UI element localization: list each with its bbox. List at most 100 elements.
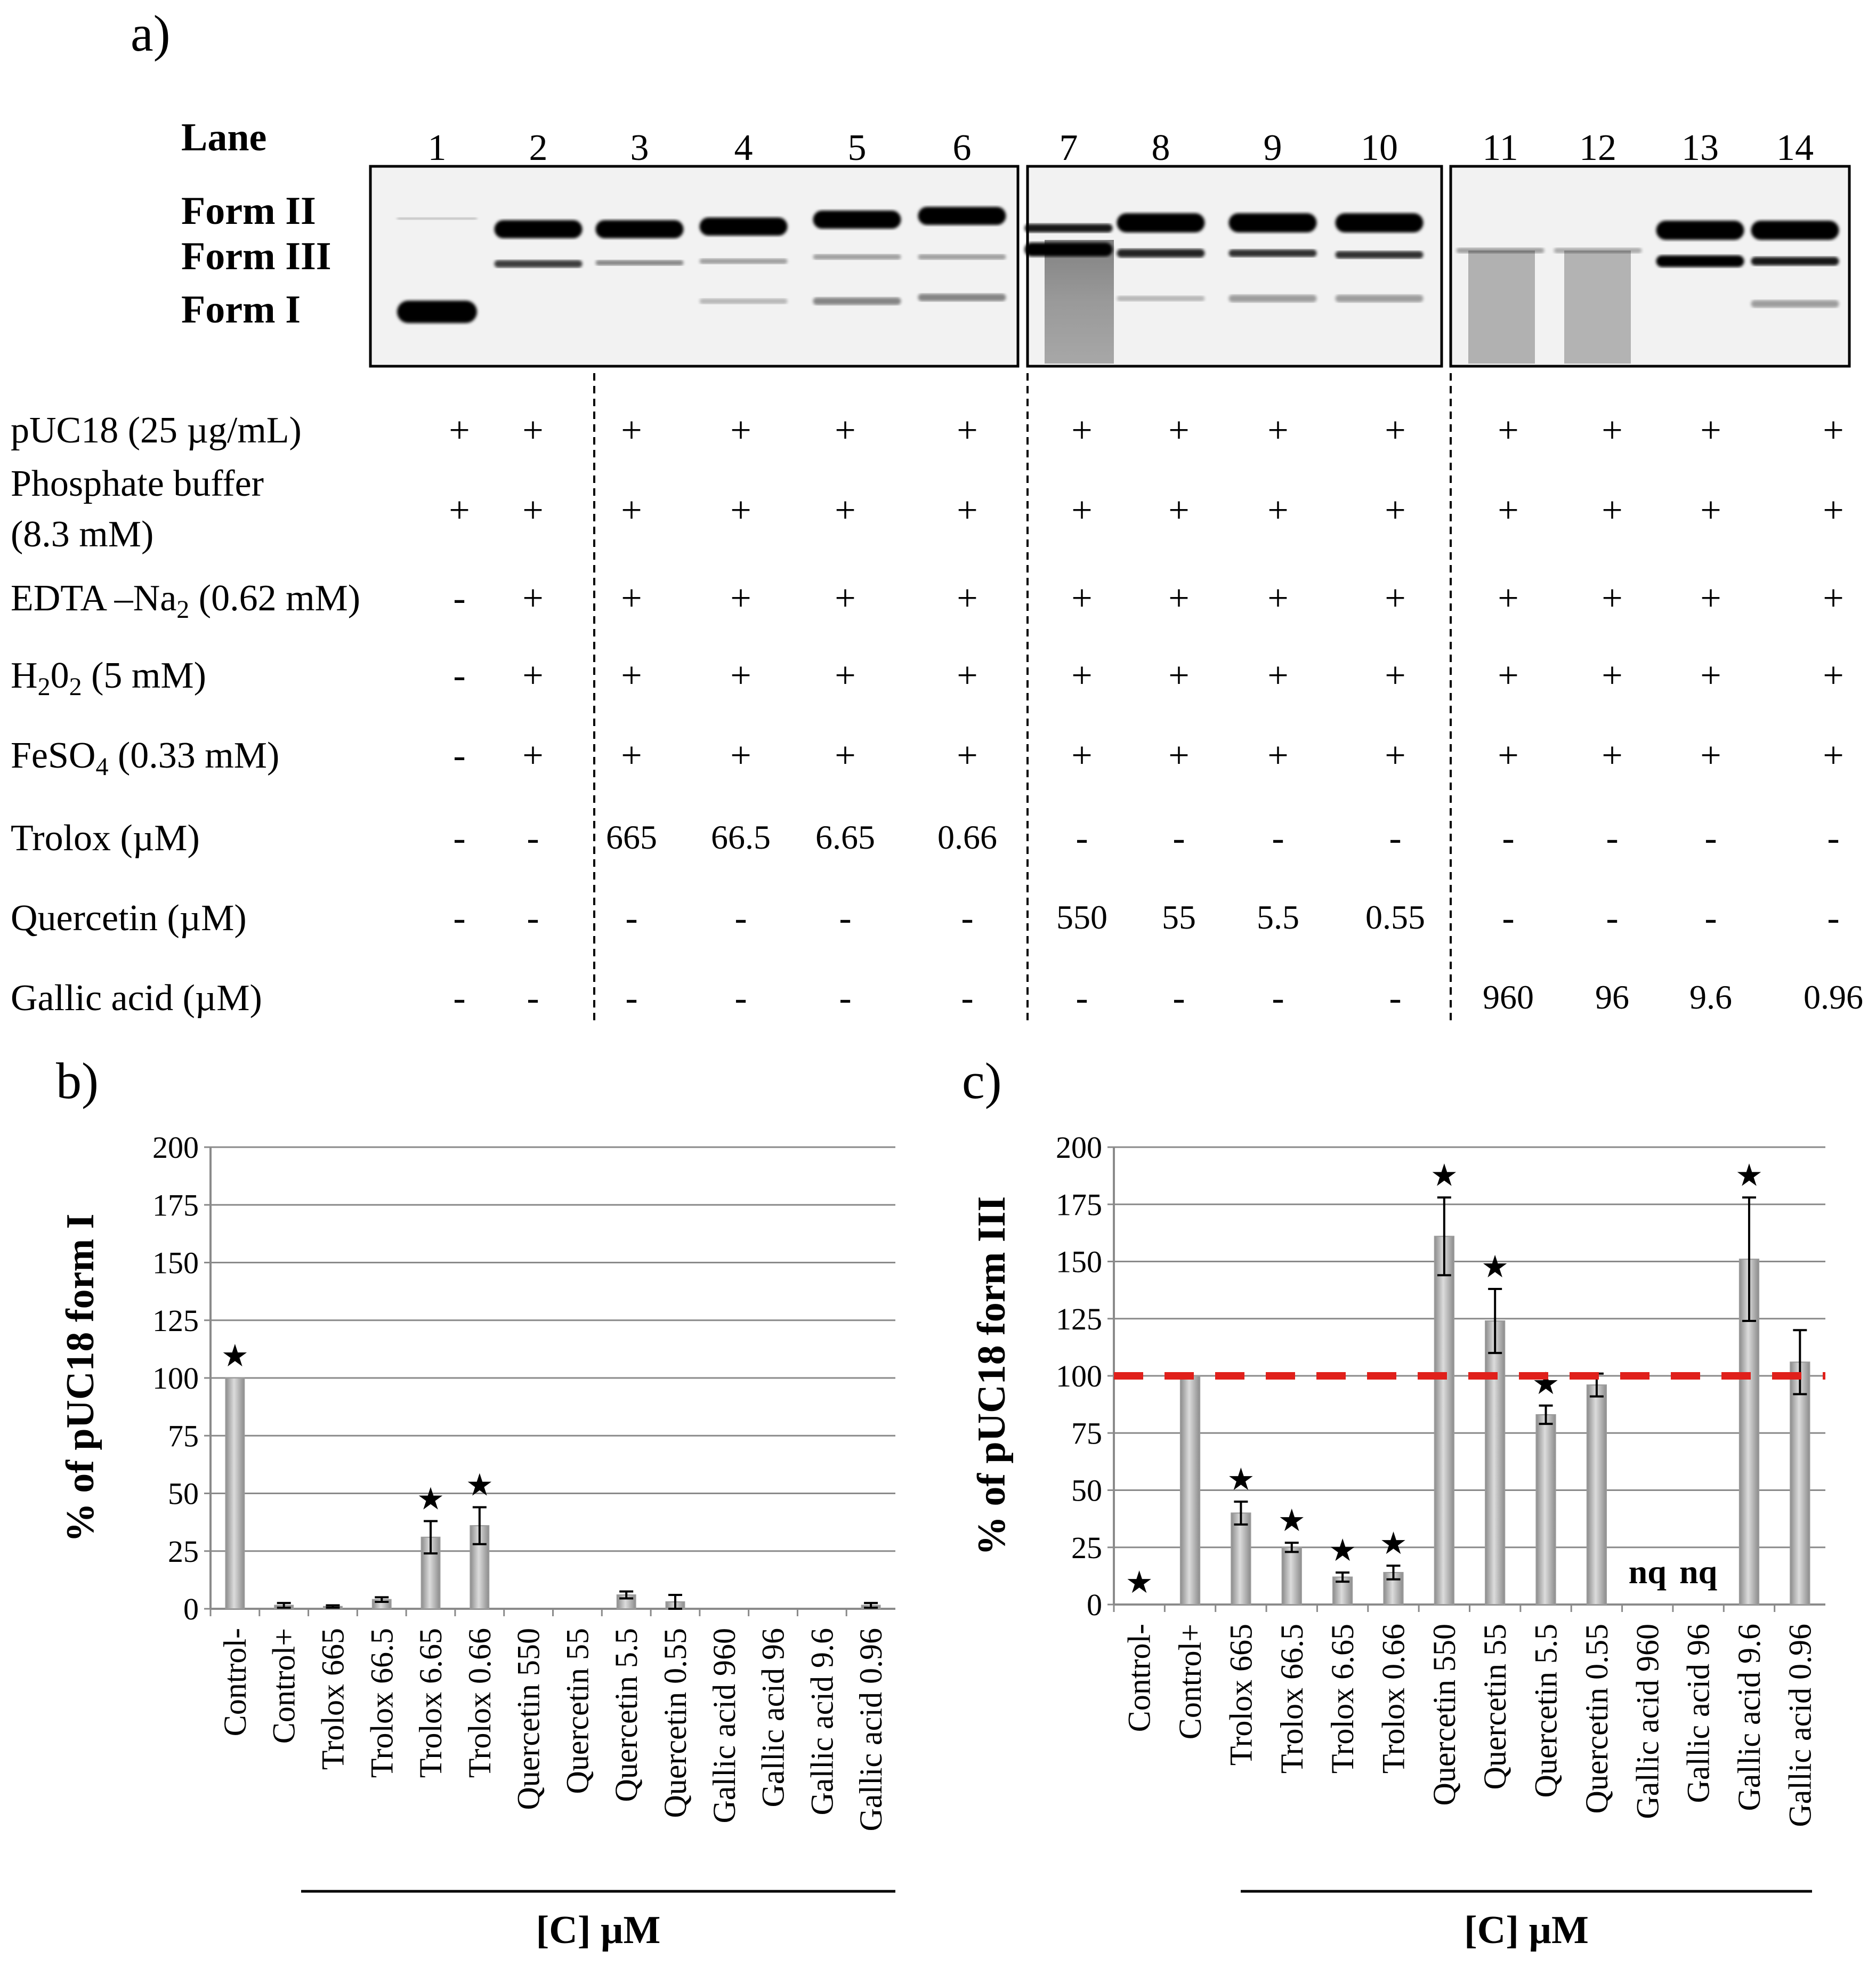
- gel-band: [813, 211, 901, 229]
- minus-mark: -: [1606, 818, 1618, 859]
- gel-band: [1751, 300, 1839, 308]
- gel-band: [1335, 295, 1424, 302]
- lane-number: 1: [428, 127, 447, 168]
- plus-mark: +: [1823, 578, 1843, 619]
- concentration-value: 0.55: [1365, 898, 1425, 936]
- plus-mark: +: [1168, 578, 1189, 619]
- subscript: 2: [38, 673, 51, 701]
- text-span: H: [11, 655, 38, 696]
- plus-mark: +: [730, 410, 751, 451]
- significance-star: ★: [466, 1468, 494, 1502]
- plus-mark: +: [1602, 735, 1622, 776]
- y-tick-label: 125: [1056, 1302, 1102, 1336]
- gel-band: [1117, 249, 1205, 257]
- gel-band: [1656, 221, 1744, 240]
- plus-mark: +: [730, 735, 751, 776]
- gel-band: [595, 220, 684, 238]
- minus-mark: -: [453, 578, 465, 619]
- gel-smear: [1468, 251, 1535, 364]
- minus-mark: -: [961, 898, 973, 939]
- plus-mark: +: [522, 578, 543, 619]
- plus-mark: +: [1168, 735, 1189, 776]
- gel-band: [1228, 213, 1317, 232]
- category-label: Control+: [266, 1628, 302, 1744]
- text-span: Quercetin (µM): [11, 898, 247, 939]
- y-tick-label: 150: [1056, 1245, 1102, 1279]
- minus-mark: -: [1076, 978, 1088, 1019]
- category-label: Trolox 665: [1223, 1624, 1258, 1766]
- plus-mark: +: [1700, 578, 1721, 619]
- plus-mark: +: [1267, 578, 1288, 619]
- text-span: 0: [51, 655, 69, 696]
- y-tick-label: 200: [1056, 1130, 1102, 1165]
- concentration-value: 0.66: [937, 818, 997, 856]
- reagent-name: Gallic acid (µM): [11, 978, 262, 1019]
- plus-mark: +: [957, 578, 977, 619]
- minus-mark: -: [1172, 978, 1185, 1019]
- category-label: Quercetin 55: [560, 1628, 595, 1794]
- text-span: FeSO: [11, 735, 95, 776]
- minus-mark: -: [1076, 818, 1088, 859]
- minus-mark: -: [1606, 898, 1618, 939]
- plus-mark: +: [1385, 578, 1405, 619]
- bar: [1790, 1361, 1810, 1605]
- reagent-name: FeSO4 (0.33 mM): [11, 735, 279, 781]
- concentration-value: 66.5: [711, 818, 771, 856]
- minus-mark: -: [453, 818, 465, 859]
- plus-mark: +: [449, 410, 470, 451]
- plus-mark: +: [621, 490, 642, 531]
- category-label: Quercetin 55: [1477, 1624, 1513, 1790]
- bar: [1281, 1546, 1302, 1605]
- gel-band: [918, 294, 1006, 301]
- plus-mark: +: [1498, 735, 1518, 776]
- minus-mark: -: [734, 898, 747, 939]
- minus-mark: -: [625, 898, 637, 939]
- lane-number: 4: [734, 127, 753, 168]
- plus-mark: +: [1071, 578, 1092, 619]
- plus-mark: +: [1168, 490, 1189, 531]
- bar: [1586, 1384, 1607, 1605]
- plus-mark: +: [835, 578, 855, 619]
- plus-mark: +: [957, 410, 977, 451]
- plus-mark: +: [621, 655, 642, 696]
- plus-mark: +: [1700, 490, 1721, 531]
- plus-mark: +: [730, 578, 751, 619]
- concentration-value: 665: [606, 818, 657, 856]
- category-label: Trolox 66.5: [1274, 1624, 1309, 1774]
- y-tick-label: 25: [168, 1534, 199, 1569]
- minus-mark: -: [1172, 818, 1185, 859]
- reagent-name: Trolox (µM): [11, 818, 200, 859]
- minus-mark: -: [1502, 818, 1514, 859]
- category-label: Quercetin 550: [511, 1628, 546, 1810]
- minus-mark: -: [527, 898, 539, 939]
- plus-mark: +: [1385, 735, 1405, 776]
- gel-band: [1117, 296, 1205, 301]
- gel-band: [1554, 248, 1642, 253]
- gel-band: [397, 301, 477, 323]
- plus-mark: +: [1267, 655, 1288, 696]
- text-span: EDTA –Na: [11, 578, 176, 619]
- subscript: 2: [176, 595, 189, 624]
- gel-band: [1024, 224, 1113, 232]
- plus-mark: +: [1267, 410, 1288, 451]
- lane-number: 11: [1482, 127, 1518, 168]
- plus-mark: +: [957, 655, 977, 696]
- plus-mark: +: [1823, 410, 1843, 451]
- y-axis-label: % of pUC18 form I: [59, 1214, 102, 1543]
- plus-mark: +: [621, 735, 642, 776]
- plus-mark: +: [835, 410, 855, 451]
- band-label-form-i: Form I: [181, 288, 301, 332]
- category-label: Gallic acid 96: [756, 1628, 791, 1808]
- category-label: Quercetin 0.55: [1579, 1624, 1614, 1814]
- minus-mark: -: [1272, 978, 1284, 1019]
- nq-label: nq: [1679, 1553, 1717, 1591]
- gel-box: [369, 165, 1020, 368]
- plus-mark: +: [1071, 735, 1092, 776]
- y-tick-label: 175: [1056, 1187, 1102, 1222]
- plus-mark: +: [1823, 655, 1843, 696]
- gel-band: [494, 220, 583, 238]
- y-tick-label: 125: [152, 1303, 199, 1338]
- gel-band: [813, 297, 901, 305]
- plus-mark: +: [1823, 490, 1843, 531]
